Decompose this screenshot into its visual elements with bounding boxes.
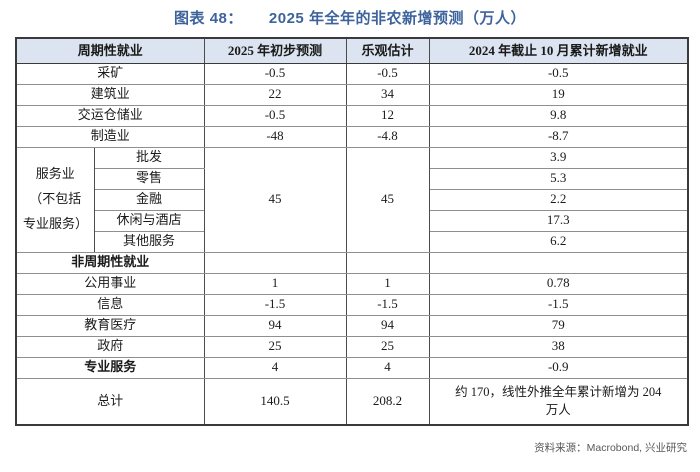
table-row-government: 政府 25 25 38 bbox=[15, 335, 689, 358]
table-row-total: 总计 140.5 208.2 约 170，线性外推全年累计新增为 204 万人 bbox=[15, 377, 689, 426]
cell-2024: 79 bbox=[428, 314, 689, 337]
cell-2024: 3.9 bbox=[428, 146, 689, 169]
source-note: 资料来源：Macrobond, 兴业研究 bbox=[534, 442, 687, 454]
cell-forecast: -48 bbox=[203, 125, 347, 148]
row-label: 建筑业 bbox=[15, 83, 205, 106]
cell-optimistic-services: 45 bbox=[345, 146, 430, 253]
row-label-total: 总计 bbox=[15, 377, 205, 426]
cell-2024: -8.7 bbox=[428, 125, 689, 148]
row-label: 零售 bbox=[93, 167, 205, 190]
row-label: 金融 bbox=[93, 188, 205, 211]
cell-2024: 6.2 bbox=[428, 230, 689, 253]
cell-optimistic: 94 bbox=[345, 314, 430, 337]
table-row-transport: 交运仓储业 -0.5 12 9.8 bbox=[15, 104, 689, 127]
row-label: 交运仓储业 bbox=[15, 104, 205, 127]
cell-2024: 19 bbox=[428, 83, 689, 106]
section-label-noncyclical: 非周期性就业 bbox=[15, 251, 205, 274]
cell-forecast-services: 45 bbox=[203, 146, 347, 253]
cell-2024: 17.3 bbox=[428, 209, 689, 232]
col-header-optimistic: 乐观估计 bbox=[345, 37, 430, 64]
cell-2024-total-note: 约 170，线性外推全年累计新增为 204 万人 bbox=[428, 377, 689, 426]
cell-2024: -0.5 bbox=[428, 62, 689, 85]
cell-forecast: 25 bbox=[203, 335, 347, 358]
row-label-professional: 专业服务 bbox=[15, 356, 205, 379]
cell-optimistic: 4 bbox=[345, 356, 430, 379]
figure-title-text: 2025 年全年的非农新增预测（万人） bbox=[268, 10, 526, 27]
section-row-noncyclical: 非周期性就业 bbox=[15, 251, 689, 274]
cell-forecast-total: 140.5 bbox=[203, 377, 347, 426]
cell-forecast: -0.5 bbox=[203, 62, 347, 85]
table-row-professional: 专业服务 4 4 -0.9 bbox=[15, 356, 689, 379]
cell-optimistic: 34 bbox=[345, 83, 430, 106]
cell-optimistic: -0.5 bbox=[345, 62, 430, 85]
row-label: 政府 bbox=[15, 335, 205, 358]
row-label: 采矿 bbox=[15, 62, 205, 85]
col-header-2025-forecast: 2025 年初步预测 bbox=[203, 37, 347, 64]
cell-empty bbox=[203, 251, 347, 274]
table-row-services-leisure: 休闲与酒店 17.3 bbox=[16, 209, 689, 232]
cell-2024: 2.2 bbox=[428, 188, 689, 211]
row-label: 教育医疗 bbox=[15, 314, 205, 337]
table-row-construction: 建筑业 22 34 19 bbox=[15, 83, 689, 106]
table-row-information: 信息 -1.5 -1.5 -1.5 bbox=[15, 293, 689, 316]
cell-optimistic: 12 bbox=[345, 104, 430, 127]
table-row-education-health: 教育医疗 94 94 79 bbox=[15, 314, 689, 337]
cell-empty bbox=[345, 251, 430, 274]
cell-optimistic-total: 208.2 bbox=[345, 377, 430, 426]
cell-optimistic: 25 bbox=[345, 335, 430, 358]
row-label: 其他服务 bbox=[93, 230, 205, 253]
row-label: 批发 bbox=[93, 146, 205, 169]
row-label: 休闲与酒店 bbox=[93, 209, 205, 232]
cell-optimistic: -4.8 bbox=[345, 125, 430, 148]
cell-optimistic: 1 bbox=[345, 272, 430, 295]
cell-2024: -1.5 bbox=[428, 293, 689, 316]
cell-forecast: -0.5 bbox=[203, 104, 347, 127]
cell-2024: 9.8 bbox=[428, 104, 689, 127]
cell-forecast: 4 bbox=[203, 356, 347, 379]
cell-2024: 0.78 bbox=[428, 272, 689, 295]
cell-2024: 5.3 bbox=[428, 167, 689, 190]
cell-forecast: 94 bbox=[203, 314, 347, 337]
cell-empty bbox=[428, 251, 689, 274]
figure-title: 图表 48： 2025 年全年的非农新增预测（万人） bbox=[0, 7, 700, 28]
header-row: 周期性就业 2025 年初步预测 乐观估计 2024 年截止 10 月累计新增就… bbox=[15, 37, 689, 64]
cell-2024: -0.9 bbox=[428, 356, 689, 379]
figure-number: 图表 48： bbox=[174, 10, 243, 27]
table-row-mining: 采矿 -0.5 -0.5 -0.5 bbox=[15, 62, 689, 85]
row-label: 制造业 bbox=[15, 125, 205, 148]
table-row-utilities: 公用事业 1 1 0.78 bbox=[15, 272, 689, 295]
row-label: 公用事业 bbox=[15, 272, 205, 295]
col-header-cyclical: 周期性就业 bbox=[15, 37, 205, 64]
col-header-2024-cumulative: 2024 年截止 10 月累计新增就业 bbox=[428, 37, 689, 64]
nonfarm-forecast-table: 周期性就业 2025 年初步预测 乐观估计 2024 年截止 10 月累计新增就… bbox=[15, 37, 690, 426]
cell-optimistic: -1.5 bbox=[345, 293, 430, 316]
table-row-services-wholesale: 服务业（不包括专业服务） 批发 45 45 3.9 bbox=[15, 146, 689, 253]
services-group-label: 服务业（不包括专业服务） bbox=[15, 146, 95, 253]
table-row-manufacturing: 制造业 -48 -4.8 -8.7 bbox=[15, 125, 689, 148]
row-label: 信息 bbox=[15, 293, 205, 316]
cell-2024: 38 bbox=[428, 335, 689, 358]
cell-forecast: 1 bbox=[203, 272, 347, 295]
cell-forecast: 22 bbox=[203, 83, 347, 106]
cell-forecast: -1.5 bbox=[203, 293, 347, 316]
